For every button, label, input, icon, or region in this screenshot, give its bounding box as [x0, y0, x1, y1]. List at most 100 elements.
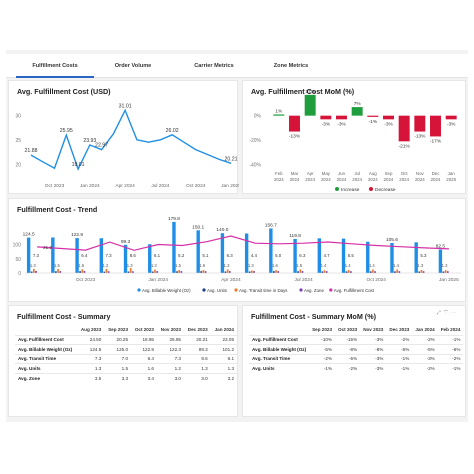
transit-label: 4.4 — [251, 253, 258, 258]
units-bar — [176, 271, 178, 273]
transit-bar — [154, 269, 156, 273]
row-label: Avg. Billable Weight (Oz) — [15, 344, 78, 355]
x-tick-label-year: 2024 — [290, 177, 300, 182]
column-header[interactable]: Dec 2023 — [187, 326, 208, 332]
column-header[interactable]: Sep 2023 — [312, 326, 333, 332]
more-options-icon[interactable]: ⋯ — [450, 310, 459, 316]
mom-bar — [320, 115, 332, 120]
x-tick-label: Jan 2025 — [221, 183, 239, 189]
transit-bar — [202, 270, 205, 273]
zone-bar — [277, 271, 280, 273]
units-bar — [55, 271, 57, 273]
tab-bar: Fulfillment Costs Order Volume Carrier M… — [6, 54, 468, 78]
column-header[interactable] — [15, 324, 77, 335]
panel-fulfillment-cost-summary: Fulfillment Cost - Summary Aug 2023 Sep 2… — [8, 305, 238, 417]
transit-bar — [372, 269, 374, 273]
units-bar — [30, 271, 33, 273]
x-tick-label-month: May — [322, 171, 331, 176]
zone-bar — [156, 271, 158, 273]
units-label: 1.3 — [151, 263, 157, 268]
focus-icon[interactable]: ⤢ — [436, 310, 444, 316]
tab-carrier-metrics[interactable]: Carrier Metrics — [194, 63, 234, 69]
column-header[interactable] — [249, 324, 309, 335]
billable-weight-bar — [366, 241, 370, 273]
x-tick-label-month: Jul — [354, 171, 360, 176]
units-bar — [127, 271, 130, 273]
zone-bar — [83, 271, 86, 273]
column-header[interactable]: Oct 2023 — [134, 326, 154, 332]
table-cell: 3.2 — [210, 372, 237, 383]
tab-order-volume[interactable]: Order Volume — [114, 63, 152, 69]
table-row: Avg. Fulfillment Cost 24.50 20.25 18.95 25.9… — [15, 334, 237, 345]
fulfillment-cost-line — [37, 235, 449, 251]
table-cell: -15% — [335, 334, 361, 345]
y-tick-label: 0 — [18, 271, 21, 277]
zone-bar — [374, 271, 376, 273]
units-bar — [103, 271, 106, 273]
tab-fulfillment-costs[interactable]: Fulfillment Costs — [16, 54, 94, 78]
units-label: 1.3 — [224, 263, 230, 268]
table-cell: 3.4 — [131, 372, 157, 383]
table-cell: 122.3 — [156, 344, 184, 355]
column-header[interactable]: Sep 2023 — [108, 326, 129, 332]
table-cell: -8% — [360, 344, 387, 355]
table-cell: 6.4 — [131, 353, 157, 364]
x-tick-label-year: 2024 — [321, 177, 331, 182]
table-cell: -3% — [360, 353, 387, 364]
tab-zone-metrics[interactable]: Zone Metrics — [273, 63, 309, 69]
billable-weight-bar — [148, 244, 152, 273]
column-header[interactable]: Feb 2024 — [440, 326, 461, 332]
zone-bar — [59, 271, 62, 273]
x-tick-label: Apr 2024 — [221, 277, 241, 283]
x-tick-label-year: 2024 — [384, 177, 394, 182]
transit-bar — [57, 269, 59, 273]
data-label: 31.01 — [119, 103, 132, 109]
x-tick-label: Jul 2024 — [151, 183, 169, 189]
table-row: Avg. Billable Weight (Oz) 124.5 125.0 122.9… — [15, 344, 237, 355]
table-cell: 3.0 — [156, 372, 184, 383]
transit-label: 6.1 — [154, 253, 161, 258]
table-cell: -1% — [386, 363, 413, 374]
x-tick-label: Oct 2023 — [45, 183, 65, 189]
mom-bar — [414, 115, 426, 132]
y-tick-label: 0% — [254, 114, 262, 120]
column-header[interactable]: Nov 2023 — [160, 326, 181, 332]
filter-icon[interactable]: ▽ — [443, 310, 451, 316]
column-header[interactable]: Jan 2024 — [214, 326, 234, 332]
units-bar — [418, 271, 421, 273]
zone-bar — [107, 271, 110, 273]
billable-weight-bar — [438, 249, 443, 273]
x-tick-label: Oct 2024 — [186, 183, 206, 189]
units-bar — [442, 271, 445, 273]
table-cell: -2% — [437, 353, 464, 364]
column-header[interactable]: Oct 2023 — [338, 326, 358, 332]
x-tick-label-year: 2024 — [368, 177, 378, 182]
billable-weight-label: 140.0 — [216, 227, 228, 233]
data-label: -13% — [414, 134, 426, 140]
column-header[interactable]: Nov 2023 — [363, 326, 384, 332]
legend-decrease-label: Decrease — [375, 187, 396, 193]
column-header[interactable]: Jan 2024 — [415, 326, 435, 332]
table-cell: 122.9 — [131, 344, 157, 355]
transit-bar — [299, 269, 302, 273]
table-cell: -5% — [335, 353, 361, 364]
table-cell: 20.21 — [183, 334, 211, 345]
legend-label: Avg. Billable Weight (Oz) — [142, 288, 191, 293]
billable-weight-bar — [244, 233, 249, 273]
table-cell: 99.3 — [183, 344, 211, 355]
table-cell: 1.3 — [77, 363, 105, 374]
panel-title: Fulfillment Cost - Summary MoM (%) — [251, 312, 376, 321]
mom-bar — [398, 115, 410, 142]
y-tick-label: 100 — [13, 243, 22, 249]
column-header[interactable]: Dec 2023 — [389, 326, 410, 332]
column-header[interactable]: Aug 2023 — [80, 326, 102, 332]
y-tick-label: -40% — [249, 163, 261, 169]
data-label: -3% — [337, 121, 346, 127]
panel-fulfillment-cost-summary-mom: Fulfillment Cost - Summary MoM (%) ⤢▽⋯ S… — [242, 305, 466, 417]
x-tick-label-month: Mar — [291, 171, 299, 176]
table-cell: 124.5 — [77, 344, 105, 355]
data-label: 20.21 — [225, 156, 238, 162]
cost-label: 21.9 — [43, 245, 52, 250]
table-cell: -3% — [412, 353, 438, 364]
